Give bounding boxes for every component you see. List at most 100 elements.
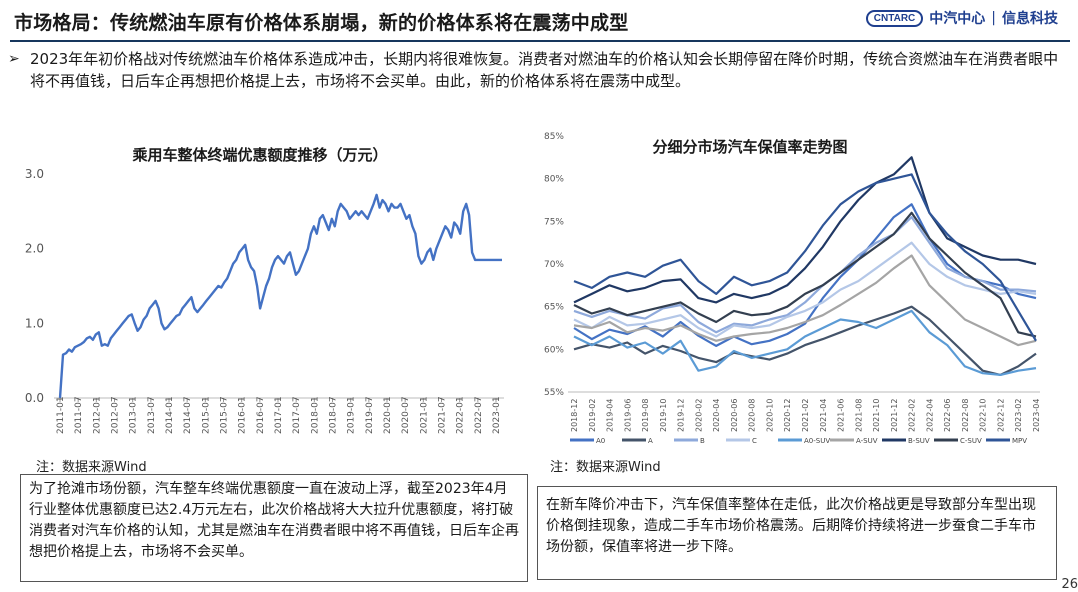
legend-label: A0-SUV [804, 437, 830, 445]
x-tick-label: 2020-07 [401, 396, 411, 434]
x-tick-label: 2018-12 [570, 399, 579, 432]
x-tick-label: 2011-07 [74, 396, 84, 434]
page-title: 市场格局：传统燃油车原有价格体系崩塌，新的价格体系将在震荡中成型 [14, 12, 629, 34]
y-tick-label: 0.0 [25, 391, 44, 405]
x-tick-label: 2021-07 [438, 396, 448, 434]
x-tick-label: 2015-07 [220, 396, 230, 434]
x-tick-label: 2019-02 [588, 399, 597, 432]
logo-dept: 信息科技 [1002, 11, 1058, 27]
x-tick-label: 2019-12 [677, 399, 686, 432]
series-line-c [573, 241, 1037, 338]
x-tick-label: 2013-01 [129, 396, 139, 434]
legend-label: C-SUV [960, 437, 982, 445]
legend-label: MPV [1012, 437, 1027, 445]
x-tick-label: 2013-07 [147, 396, 157, 434]
series-line-b-suv [573, 156, 1037, 304]
x-tick-label: 2021-04 [819, 399, 828, 432]
arrow-bullet-icon: ➢ [8, 51, 20, 67]
series-line-c-suv [573, 211, 1037, 338]
y-tick-label: 80% [544, 175, 564, 185]
page-number: 26 [1061, 577, 1078, 592]
logo-separator: | [991, 10, 996, 26]
legend-label: A0 [596, 437, 605, 445]
y-tick-label: 2.0 [25, 242, 44, 256]
x-tick-label: 2018-07 [329, 396, 339, 434]
x-tick-label: 2019-06 [623, 399, 632, 432]
x-tick-label: 2012-01 [92, 396, 102, 434]
x-tick-label: 2020-08 [748, 399, 757, 432]
summary-bullet: ➢ 2023年年初价格战对传统燃油车价格体系造成冲击，长期内将很难恢复。消费者对… [8, 48, 1062, 92]
x-tick-label: 2012-07 [111, 396, 121, 434]
x-tick-label: 2015-01 [201, 396, 211, 434]
x-tick-label: 2023-04 [1032, 399, 1041, 432]
legend-label: C [752, 437, 757, 445]
x-tick-label: 2022-12 [996, 399, 1005, 432]
summary-text: 2023年年初价格战对传统燃油车价格体系造成冲击，长期内将很难恢复。消费者对燃油… [30, 50, 1059, 90]
y-tick-label: 65% [544, 303, 564, 313]
brand-logo: CNTARC 中汽中心 | 信息科技 [865, 8, 1058, 28]
y-tick-label: 3.0 [25, 167, 44, 181]
right-commentary-box: 在新车降价冲击下，汽车保值率整体在走低，此次价格战更是导致部分车型出现价格倒挂现… [537, 486, 1057, 580]
x-tick-label: 2021-06 [837, 399, 846, 432]
x-tick-label: 2021-02 [801, 399, 810, 432]
x-tick-label: 2018-01 [310, 396, 320, 434]
x-tick-label: 2020-06 [730, 399, 739, 432]
x-tick-label: 2023-02 [1014, 399, 1023, 432]
x-tick-label: 2016-07 [256, 396, 266, 434]
left-commentary-box: 为了抢滩市场份额，汽车整车终端优惠额度一直在波动上浮，截至2023年4月行业整体… [20, 474, 528, 582]
y-tick-label: 70% [544, 260, 564, 270]
logo-badge: CNTARC [865, 9, 924, 27]
x-tick-label: 2022-10 [979, 399, 988, 432]
right-chart-title: 分细分市场汽车保值率走势图 [652, 138, 848, 156]
series-line-a0-suv [573, 309, 1037, 376]
x-tick-label: 2020-10 [765, 399, 774, 432]
legend-label: A [648, 437, 653, 445]
right-source-note: 注：数据来源Wind [550, 460, 661, 475]
y-tick-label: 55% [544, 388, 564, 398]
legend-label: B [700, 437, 705, 445]
left-commentary-text: 为了抢滩市场份额，汽车整车终端优惠额度一直在波动上浮，截至2023年4月行业整体… [29, 481, 519, 560]
x-tick-label: 2019-07 [365, 396, 375, 434]
y-tick-label: 1.0 [25, 316, 44, 330]
x-tick-label: 2022-06 [943, 399, 952, 432]
x-tick-label: 2021-10 [872, 399, 881, 432]
title-divider [10, 40, 1070, 42]
series-line-discount [58, 193, 502, 399]
x-tick-label: 2011-01 [56, 396, 66, 434]
x-tick-label: 2020-12 [783, 399, 792, 432]
x-tick-label: 2017-01 [274, 396, 284, 434]
x-tick-label: 2022-04 [925, 399, 934, 432]
y-tick-label: 85% [544, 132, 564, 142]
right-commentary-text: 在新车降价冲击下，汽车保值率整体在走低，此次价格战更是导致部分车型出现价格倒挂现… [546, 497, 1036, 555]
y-tick-label: 60% [544, 345, 564, 355]
x-tick-label: 2021-01 [419, 396, 429, 434]
legend-label: B-SUV [908, 437, 930, 445]
left-line-chart: 0.0 1.0 2.0 3.0 2011-01 2011-07 2012-01 2012-07… [25, 167, 504, 434]
left-source-note: 注：数据来源Wind [36, 460, 147, 475]
y-tick-label: 75% [544, 217, 564, 227]
right-line-chart: 55% 60% 65% 70% 75% 80% 85% 2018-12 2019-02 2019-… [544, 132, 1041, 445]
series-line-a [573, 305, 1037, 376]
x-tick-label: 2022-01 [456, 396, 466, 434]
x-tick-label: 2022-08 [961, 399, 970, 432]
series-line-b [573, 216, 1037, 334]
x-tick-label: 2020-04 [712, 399, 721, 432]
x-tick-label: 2017-07 [292, 396, 302, 434]
x-tick-label: 2019-04 [606, 399, 615, 432]
x-tick-label: 2021-12 [890, 399, 899, 432]
x-tick-label: 2020-02 [694, 399, 703, 432]
x-tick-label: 2021-08 [854, 399, 863, 432]
x-tick-label: 2019-10 [659, 399, 668, 432]
series-line-a-suv [573, 254, 1037, 347]
x-tick-label: 2014-01 [165, 396, 175, 434]
legend-label: A-SUV [856, 437, 878, 445]
x-tick-label: 2022-07 [474, 396, 484, 434]
x-tick-label: 2020-01 [383, 396, 393, 434]
x-tick-label: 2022-02 [908, 399, 917, 432]
x-tick-label: 2016-01 [238, 396, 248, 434]
x-tick-label: 2023-01 [492, 396, 502, 434]
logo-name: 中汽中心 [929, 11, 986, 27]
x-tick-label: 2019-08 [641, 399, 650, 432]
x-tick-label: 2019-01 [347, 396, 357, 434]
series-line-mpv [573, 173, 1037, 342]
